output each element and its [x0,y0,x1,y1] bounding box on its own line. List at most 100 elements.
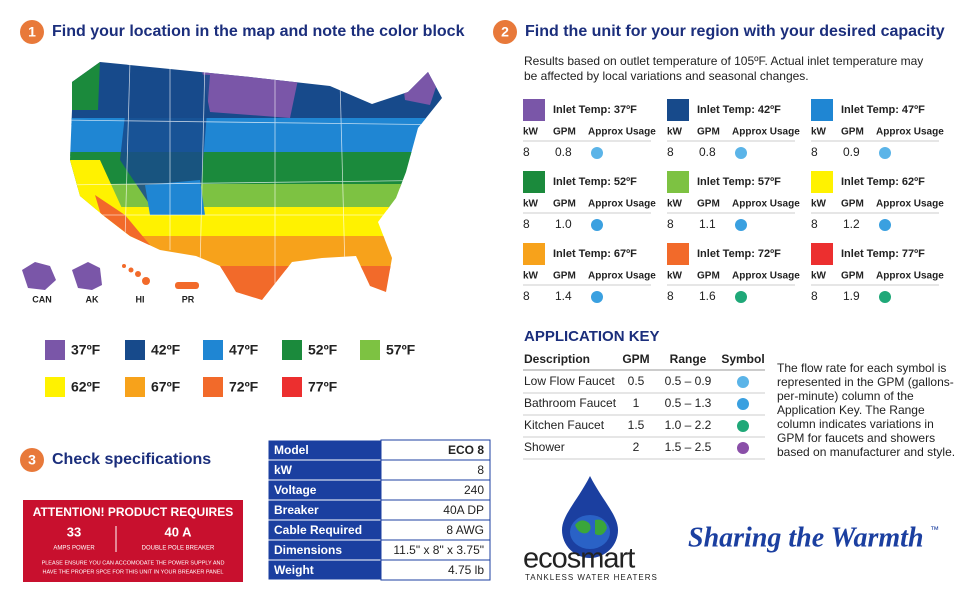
can-map [22,262,56,290]
unit-swatch [523,171,545,193]
legend-swatch [360,340,380,360]
unit-header: kW [667,127,683,138]
legend-swatch [45,377,65,397]
column-header: GPM [622,352,649,366]
unit-header: Approx Usage [876,271,944,282]
unit-swatch [811,171,833,193]
amps-label: AMPS POWER [53,546,95,552]
unit-header: Approx Usage [876,127,944,138]
unit-header: GPM [697,127,720,138]
step-number: 3 [28,452,36,468]
legend-label: 72ºF [229,379,259,395]
slogan: Sharing the Warmth [688,522,924,553]
step-badge [493,20,517,44]
column-header: Range [670,352,707,366]
unit-kw: 8 [811,145,818,159]
legend-label: 52ºF [308,342,338,358]
note: Results based on outlet temperature of 1… [524,54,923,68]
unit-header: kW [667,199,683,210]
unit-header: Approx Usage [732,127,800,138]
usage-icon [735,219,747,231]
map-label: AK [86,294,99,304]
logo-name: ecosmart [523,543,635,575]
unit-header: GPM [553,199,576,210]
attention-box [23,500,243,582]
spec-key: Cable Required [274,523,362,537]
usage-icon [737,442,749,454]
unit-swatch [523,99,545,121]
legend-swatch [203,377,223,397]
us-map [70,62,442,300]
step-badge [20,448,44,472]
spec-key: Model [274,443,309,457]
unit-kw: 8 [523,217,530,231]
unit-kw: 8 [523,145,530,159]
unit-kw: 8 [667,289,674,303]
legend-swatch [125,377,145,397]
unit-label: Inlet Temp: 37ºF [553,104,637,116]
step-number: 1 [28,24,36,40]
legend-swatch [282,377,302,397]
row-range: 0.5 – 1.3 [665,396,712,410]
row-range: 1.0 – 2.2 [665,418,712,432]
logo [562,476,618,558]
spec-value: 11.5" x 8" x 3.75" [393,543,484,557]
unit-header: Approx Usage [588,271,656,282]
unit-header: Approx Usage [732,199,800,210]
unit-gpm: 1.6 [699,289,716,303]
step-title: Find the unit for your region with your … [525,23,945,40]
unit-header: kW [523,271,539,282]
spec-key: Breaker [274,503,319,517]
unit-header: Approx Usage [588,127,656,138]
unit-label: Inlet Temp: 57ºF [697,176,781,188]
spec-value: 8 AWG [446,523,484,537]
row-gpm: 0.5 [628,374,645,388]
column-header: Description [524,352,590,366]
row-description: Bathroom Faucet [524,396,617,410]
unit-label: Inlet Temp: 62ºF [841,176,925,188]
unit-header: GPM [841,127,864,138]
unit-header: kW [811,127,827,138]
legend-label: 37ºF [71,342,101,358]
spec-value: ECO 8 [448,443,484,457]
usage-icon [591,147,603,159]
usage-icon [735,291,747,303]
usage-icon [737,398,749,410]
legend-label: 57ºF [386,342,416,358]
note: represented in the GPM (gallons- [777,375,954,389]
spec-value: 240 [464,483,484,497]
section-title: APPLICATION KEY [524,328,660,345]
usage-icon [737,376,749,388]
unit-label: Inlet Temp: 72ºF [697,248,781,260]
amps: 33 [67,524,81,539]
row-gpm: 1 [633,396,640,410]
step-title: Find your location in the map and note t… [52,23,465,40]
unit-gpm: 1.9 [843,289,860,303]
unit-label: Inlet Temp: 42ºF [697,104,781,116]
note: be affected by local variations and seas… [524,69,809,83]
row-range: 0.5 – 0.9 [665,374,712,388]
unit-header: GPM [697,271,720,282]
unit-header: kW [667,271,683,282]
unit-kw: 8 [523,289,530,303]
spec-value-cell [380,459,491,481]
unit-swatch [667,171,689,193]
usage-icon [879,219,891,231]
unit-header: GPM [553,271,576,282]
spec-value-cell [380,559,491,581]
hi-map [122,264,150,285]
step-title: Check specifications [52,451,211,468]
legend-swatch [125,340,145,360]
unit-gpm: 1.4 [555,289,572,303]
row-description: Kitchen Faucet [524,418,605,432]
unit-gpm: 1.2 [843,217,860,231]
note: per-minute) column of the [777,389,914,403]
spec-value: 4.75 lb [448,563,484,577]
note: GPM for faucets and showers [777,431,935,445]
spec-key: Weight [274,563,314,577]
legend-label: 62ºF [71,379,101,395]
map-label: HI [136,294,145,304]
unit-kw: 8 [811,289,818,303]
logo-tagline: TANKLESS WATER HEATERS [525,573,658,582]
